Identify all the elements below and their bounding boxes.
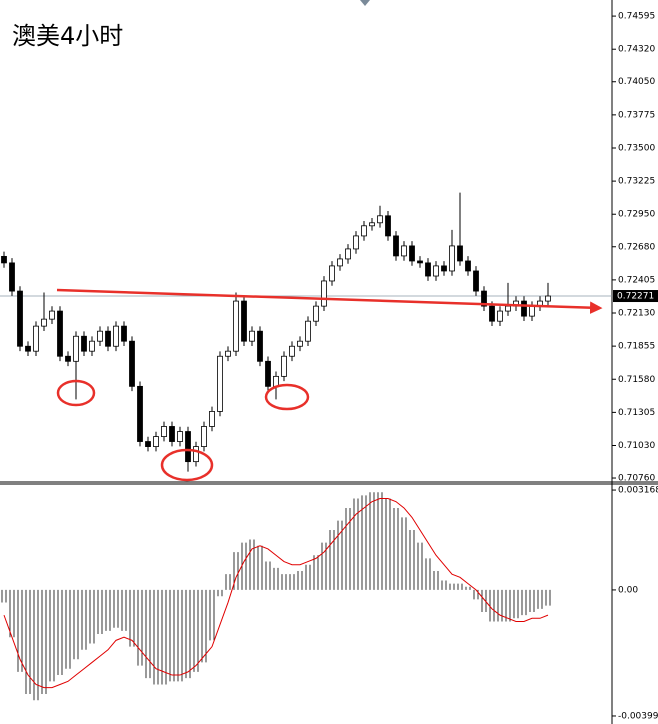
candle-body	[497, 310, 503, 322]
candle-body	[273, 375, 279, 387]
candle-body	[473, 270, 479, 292]
candle-body	[241, 300, 247, 342]
y-tick-label: 0.73225	[618, 177, 655, 187]
candle-body	[353, 235, 359, 250]
candle-body	[361, 225, 367, 237]
y-tick-label: 0.71305	[618, 408, 655, 418]
candle-body	[161, 426, 167, 437]
y-tick-label: -0.003999	[618, 711, 658, 721]
candle-body	[209, 411, 215, 427]
candle-body	[489, 305, 495, 322]
candle-body	[401, 245, 407, 257]
candle-body	[385, 215, 391, 237]
candle-body	[305, 320, 311, 342]
candle-body	[25, 345, 31, 352]
y-tick-label: 0.72680	[618, 242, 655, 252]
candle-body	[177, 431, 183, 442]
candle-body	[225, 350, 231, 357]
candle-body	[425, 262, 431, 277]
last-price-label: 0.72271	[617, 292, 654, 302]
candle-body	[233, 300, 239, 352]
candle-body	[409, 245, 415, 262]
candle-body	[329, 265, 335, 282]
candle-body	[113, 325, 119, 347]
candle-body	[441, 265, 447, 272]
candle-body	[49, 310, 55, 320]
shift-marker	[360, 0, 370, 6]
candle-body	[129, 340, 135, 387]
candle-body	[193, 446, 199, 463]
y-tick-label: 0.71030	[618, 441, 655, 451]
circle-annotation	[264, 383, 310, 411]
candle-body	[89, 340, 95, 352]
candle-body	[169, 426, 175, 442]
circle-annotation	[56, 379, 96, 407]
candle-body	[265, 360, 271, 387]
candle-body	[249, 330, 255, 342]
candle-body	[521, 300, 527, 317]
candle-body	[505, 305, 511, 312]
candle-body	[17, 290, 23, 347]
y-tick-label: 0.72405	[618, 275, 655, 285]
y-tick-label: 0.74595	[618, 12, 655, 22]
y-tick-label: 0.74050	[618, 77, 655, 87]
signal-line	[3, 498, 549, 689]
annotations	[56, 288, 603, 482]
candle-body	[369, 222, 375, 227]
candle-body	[217, 355, 223, 412]
y-tick-label: 0.71855	[618, 342, 655, 352]
y-tick-label: 0.003168	[618, 486, 658, 496]
candle-body	[1, 255, 7, 264]
candle-body	[377, 215, 383, 224]
candle-body	[481, 290, 487, 307]
candle-body	[281, 355, 287, 377]
chart-title: 澳美4小时	[12, 22, 123, 50]
candle-body	[257, 330, 263, 362]
candle-body	[313, 305, 319, 322]
y-tick-label: 0.70760	[618, 474, 655, 484]
candle-body	[529, 305, 535, 317]
trend-line	[56, 288, 603, 314]
candle-body	[449, 245, 455, 272]
candle-body	[185, 431, 191, 463]
y-tick-label: 0.73500	[618, 143, 655, 153]
y-tick-label: 0.72950	[618, 210, 655, 220]
candle-body	[81, 335, 87, 352]
candle-body	[297, 340, 303, 347]
y-tick-label: 0.00	[618, 585, 638, 595]
candle-body	[545, 295, 551, 302]
candle-body	[73, 335, 79, 362]
candle-body	[33, 325, 39, 352]
candle-body	[57, 310, 63, 357]
y-tick-label: 0.74320	[618, 45, 655, 55]
candle-body	[121, 325, 127, 342]
candle-body	[337, 258, 343, 267]
y-tick-label: 0.71580	[618, 375, 655, 385]
candle-body	[417, 260, 423, 264]
candle-body	[145, 441, 151, 447]
last-price-box	[613, 290, 658, 303]
candle-body	[9, 262, 15, 292]
candle-body	[201, 426, 207, 447]
candle-body	[153, 436, 159, 447]
circle-annotation	[160, 448, 214, 482]
candle-body	[105, 330, 111, 347]
candle-body	[97, 330, 103, 342]
candle-body	[137, 385, 143, 442]
candle-body	[457, 245, 463, 262]
plot: 0.74595 0.74320 0.74050 0.73775 0.73500 0.732…	[0, 12, 658, 721]
candle-body	[465, 260, 471, 272]
candle-body	[289, 345, 295, 357]
candle-body	[345, 248, 351, 260]
candle-body	[393, 235, 399, 257]
candle-body	[41, 318, 47, 327]
candle-body	[65, 355, 71, 362]
y-tick-label: 0.73775	[618, 110, 655, 120]
candle-body	[433, 265, 439, 277]
y-tick-label: 0.72130	[618, 309, 655, 319]
candle-body	[321, 280, 327, 307]
